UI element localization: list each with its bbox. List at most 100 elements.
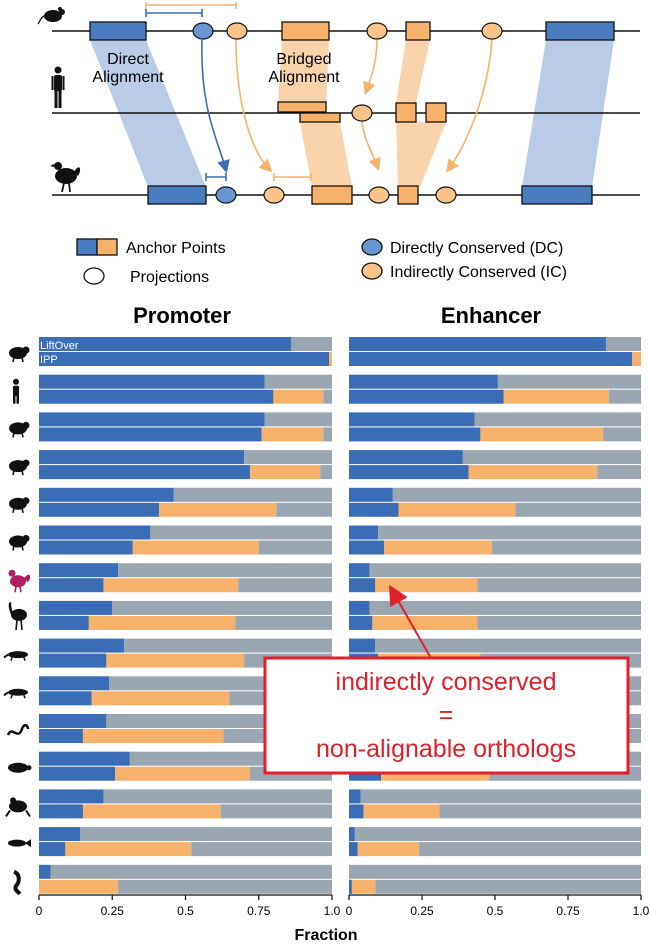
promoter-liftover-label: LiftOver (40, 340, 79, 352)
bar-nc-liftover-row-1 (497, 374, 641, 389)
ic-projection (368, 186, 390, 204)
bar-dc-liftover-row-4 (39, 487, 174, 502)
bar-nc-liftover-row-1 (264, 374, 332, 389)
x-axis-label: Fraction (294, 927, 357, 944)
bar-ic-ipp-row-3 (249, 465, 321, 480)
distance-bracket-blue (145, 9, 203, 17)
bar-ic-ipp-row-1 (503, 389, 609, 404)
bar-nc-liftover-row-5 (150, 525, 332, 540)
bar-dc-liftover-row-6 (39, 563, 119, 578)
bar-dc-liftover-row-5 (39, 525, 151, 540)
dc-legend-marker (361, 238, 383, 256)
projection-arrow-indirect (446, 39, 493, 173)
lizard-icon (3, 688, 28, 699)
projection-arrow-direct (201, 39, 230, 174)
projection-arrow-indirect (361, 121, 381, 171)
bar-dc-liftover-row-12 (39, 789, 104, 804)
bar-nc-ipp-row-13 (419, 842, 641, 857)
anchor-bridged (281, 21, 330, 41)
bar-nc-liftover-row-2 (474, 412, 641, 427)
bar-ic-ipp-row-7 (372, 615, 478, 630)
enhancer-bars (349, 337, 641, 894)
bar-ic-ipp-row-6 (375, 578, 478, 593)
anchor-direct (521, 185, 593, 205)
ic-projection (366, 22, 388, 40)
x-tick-label: 0.75 (247, 904, 271, 918)
bar-dc-ipp-row-14 (349, 879, 352, 894)
bar-nc-liftover-row-2 (264, 412, 332, 427)
frog-icon (5, 797, 31, 817)
bar-nc-ipp-row-1 (608, 389, 641, 404)
chicken-icon (8, 569, 31, 593)
bar-dc-liftover-row-4 (349, 487, 393, 502)
bar-nc-liftover-row-0 (605, 337, 641, 351)
bar-ic-ipp-row-12 (82, 804, 221, 819)
bar-ic-ipp-row-2 (480, 427, 604, 442)
callout-line-1: indirectly conserved (336, 668, 557, 696)
bar-nc-ipp-row-14 (375, 879, 641, 894)
bar-dc-liftover-row-14 (39, 864, 51, 879)
bar-dc-ipp-row-12 (349, 804, 364, 819)
x-tick-label: 1.0 (633, 904, 650, 918)
bar-dc-ipp-row-6 (349, 578, 376, 593)
bar-nc-liftover-row-14 (50, 864, 332, 879)
bar-dc-ipp-row-10 (39, 729, 83, 743)
x-tick-label: 0.25 (101, 904, 125, 918)
ic-projection (263, 186, 285, 204)
opossum-icon (9, 497, 30, 513)
promoter-title: Promoter (133, 303, 231, 328)
bar-dc-ipp-row-1 (349, 389, 504, 404)
bar-nc-liftover-row-3 (244, 450, 332, 465)
bar-nc-ipp-row-1 (323, 389, 332, 404)
human-icon (51, 66, 65, 108)
bridged-alignment-label-1: Bridged (276, 51, 331, 68)
bar-nc-liftover-row-7 (112, 600, 332, 615)
bar-ic-ipp-row-2 (261, 427, 324, 442)
platypus-icon (9, 535, 30, 551)
bar-ic-ipp-row-3 (468, 465, 598, 480)
pig-icon (9, 421, 30, 438)
bar-dc-liftover-row-1 (39, 374, 265, 389)
anchor-direct (89, 21, 147, 41)
legend: Anchor Points Projections Directly Conse… (76, 238, 567, 286)
bar-dc-ipp-row-7 (349, 615, 373, 630)
bar-nc-liftover-row-6 (369, 563, 641, 578)
bar-nc-liftover-row-3 (462, 450, 641, 465)
bar-dc-liftover-row-13 (349, 827, 355, 842)
bar-nc-liftover-row-4 (173, 487, 332, 502)
bar-ic-ipp-row-0 (632, 352, 641, 366)
projection-legend-marker (83, 267, 105, 285)
x-tick-label: 0.5 (177, 904, 194, 918)
snake-icon (6, 724, 30, 736)
bar-ic-ipp-row-10 (82, 729, 224, 743)
anchor-bridged (277, 101, 327, 113)
bar-nc-ipp-row-12 (220, 804, 332, 819)
direct-alignment-label-1: Direct (107, 51, 149, 68)
bar-dc-ipp-row-2 (39, 427, 262, 442)
bar-dc-ipp-row-0 (39, 352, 330, 366)
bar-nc-ipp-row-5 (492, 540, 641, 555)
bar-dc-ipp-row-9 (39, 691, 92, 706)
bar-dc-liftover-row-2 (349, 412, 475, 427)
promoter-ipp-label: IPP (40, 354, 58, 366)
direct-alignment-label-2: Alignment (92, 69, 164, 86)
bar-dc-ipp-row-5 (349, 540, 385, 555)
turtle-icon (8, 762, 32, 773)
bar-ic-ipp-row-13 (357, 842, 420, 857)
chicken-icon (50, 162, 81, 193)
x-tick-label: 0.5 (487, 904, 504, 918)
bar-dc-ipp-row-3 (349, 465, 469, 480)
bar-dc-liftover-row-1 (349, 374, 498, 389)
bar-ic-ipp-row-9 (91, 691, 230, 706)
promoter-bars (39, 337, 333, 894)
callout-box (263, 656, 630, 775)
bar-ic-ipp-row-14 (39, 879, 119, 894)
bar-ic-ipp-row-7 (88, 615, 236, 630)
bar-nc-ipp-row-4 (276, 502, 332, 517)
bar-ic-ipp-row-11 (115, 766, 250, 781)
bar-dc-ipp-row-1 (39, 389, 274, 404)
bar-ic-ipp-row-0 (329, 352, 332, 366)
anchor-bridged (405, 21, 431, 41)
ic-projection (435, 186, 457, 204)
